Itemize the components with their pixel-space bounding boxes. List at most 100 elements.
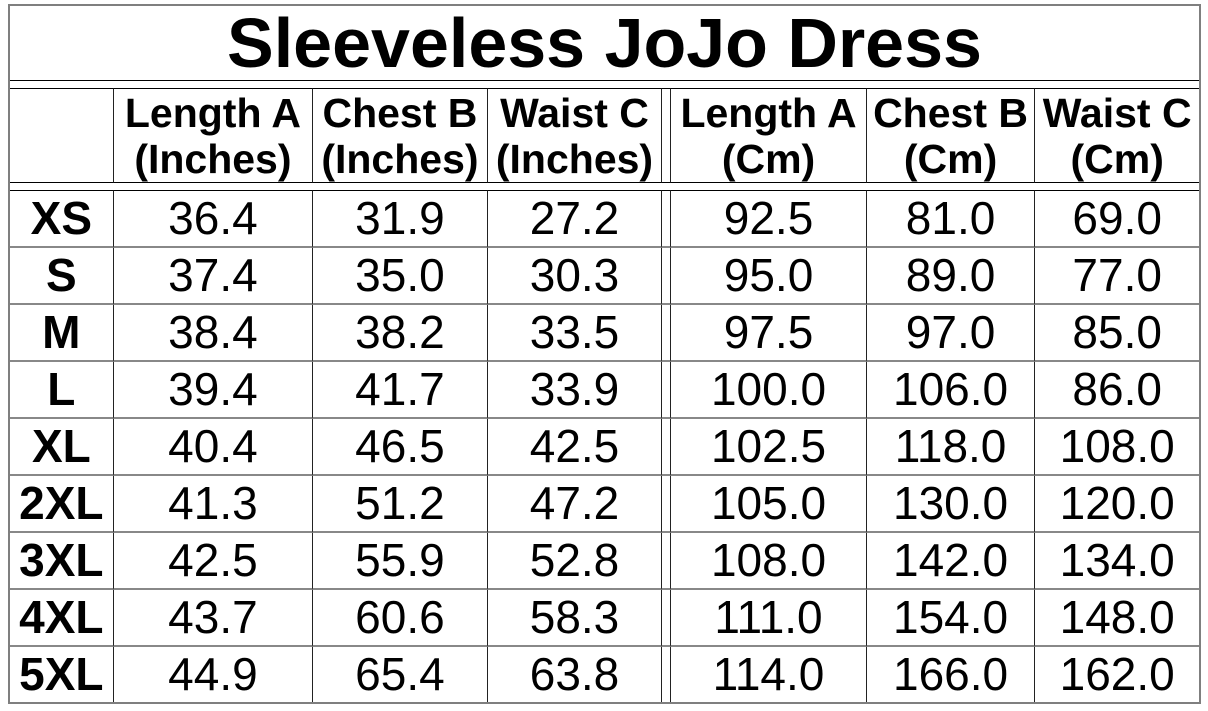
section-divider-cell xyxy=(661,419,672,476)
table-cell: 162.0 xyxy=(1059,648,1175,700)
table-cell: 60.6 xyxy=(313,590,488,647)
col-header-waist-inches: Waist C (Inches) xyxy=(487,88,662,183)
row-header-size: XS xyxy=(10,190,114,248)
table-cell: 31.9 xyxy=(313,190,488,248)
header-row: Length A (Inches) Chest B (Inches) Waist… xyxy=(10,88,1199,183)
table-cell: 47.2 xyxy=(487,476,662,533)
row-header-size: M xyxy=(10,305,114,362)
table-row: 5XL 44.9 65.4 63.8 114.0 166.0 162.0 xyxy=(10,647,1199,702)
table-row: M 38.4 38.2 33.5 97.5 97.0 85.0 xyxy=(10,305,1199,362)
col-header-length-cm: Length A (Cm) xyxy=(671,88,867,183)
row-header-size: 5XL xyxy=(10,647,114,702)
table-cell: 30.3 xyxy=(487,248,662,305)
gap-cell xyxy=(10,183,114,190)
col-header-line2: (Cm) xyxy=(721,135,816,182)
row-header-size: XL xyxy=(10,419,114,476)
table-cell: 130.0 xyxy=(866,476,1036,533)
table-cell: 36.4 xyxy=(113,190,314,248)
col-header-line1: Waist C xyxy=(1042,89,1192,136)
table-cell: 95.0 xyxy=(671,248,867,305)
table-cell: 33.9 xyxy=(487,362,662,419)
col-header-line1: Length A xyxy=(124,89,301,136)
table-cell: 111.0 xyxy=(671,590,867,647)
table-cell: 77.0 xyxy=(1035,248,1199,305)
table-row: XL 40.4 46.5 42.5 102.5 118.0 108.0 xyxy=(10,419,1199,476)
section-gap-row xyxy=(10,183,1199,190)
col-header-chest-inches: Chest B (Inches) xyxy=(313,88,488,183)
section-divider-cell xyxy=(661,190,672,248)
table-cell: 85.0 xyxy=(1035,305,1199,362)
table-cell: 134.0 xyxy=(1035,533,1199,590)
col-header-line2: (Inches) xyxy=(321,135,479,182)
row-header-size: S xyxy=(10,248,114,305)
section-divider-cell xyxy=(661,476,672,533)
table-cell: 114.0 xyxy=(671,647,867,702)
table-cell: 148.0 xyxy=(1035,590,1199,647)
chart-title: Sleeveless JoJo Dress xyxy=(10,6,1199,81)
table-cell: 105.0 xyxy=(671,476,867,533)
row-header-size: L xyxy=(10,362,114,419)
table-cell: 86.0 xyxy=(1035,362,1199,419)
table-cell: 33.5 xyxy=(487,305,662,362)
section-divider-cell xyxy=(661,362,672,419)
table-row: S 37.4 35.0 30.3 95.0 89.0 77.0 xyxy=(10,248,1199,305)
section-divider-cell xyxy=(661,305,672,362)
table-cell: 108.0 xyxy=(1035,419,1199,476)
table-cell: 55.9 xyxy=(313,533,488,590)
corner-cell xyxy=(10,88,114,183)
table-cell: 42.5 xyxy=(113,533,314,590)
row-header-size: 4XL xyxy=(10,590,114,647)
section-divider-cell xyxy=(661,590,672,647)
table-cell: 35.0 xyxy=(313,248,488,305)
table-cell: 120.0 xyxy=(1035,476,1199,533)
table-cell: 154.0 xyxy=(866,590,1036,647)
col-header-line2: (Cm) xyxy=(1070,135,1164,182)
col-header-line1: Chest B xyxy=(873,89,1028,136)
table-cell: 100.0 xyxy=(671,362,867,419)
col-header-waist-cm: Waist C (Cm) xyxy=(1035,88,1199,183)
table-cell: 46.5 xyxy=(313,419,488,476)
table-cell: 41.7 xyxy=(313,362,488,419)
col-header-line1: Waist C xyxy=(500,89,649,136)
section-divider-cell xyxy=(661,88,672,183)
section-divider-cell xyxy=(661,248,672,305)
table-cell: 38.4 xyxy=(113,305,314,362)
table-cell: 27.2 xyxy=(487,190,662,248)
col-header-line2: (Inches) xyxy=(134,135,292,182)
table-cell: 44.9 xyxy=(114,647,314,702)
gap-cell xyxy=(867,183,1036,190)
table-row: 4XL 43.7 60.6 58.3 111.0 154.0 148.0 xyxy=(10,590,1199,647)
table-cell: 81.0 xyxy=(866,190,1036,248)
size-table: Length A (Inches) Chest B (Inches) Waist… xyxy=(10,88,1199,702)
gap-cell xyxy=(661,183,671,190)
table-row: XS 36.4 31.9 27.2 92.5 81.0 69.0 xyxy=(10,190,1199,248)
table-cell: 97.0 xyxy=(866,305,1036,362)
table-cell: 97.5 xyxy=(671,305,867,362)
table-cell: 118.0 xyxy=(866,419,1036,476)
table-cell: 42.5 xyxy=(487,419,662,476)
table-row: L 39.4 41.7 33.9 100.0 106.0 86.0 xyxy=(10,362,1199,419)
col-header-line1: Chest B xyxy=(322,89,478,136)
col-header-line2: (Inches) xyxy=(495,135,654,182)
col-header-line1: Length A xyxy=(680,89,857,136)
row-header-size: 3XL xyxy=(10,533,114,590)
table-cell: 106.0 xyxy=(866,362,1036,419)
gap-cell xyxy=(488,183,662,190)
table-cell: 89.0 xyxy=(866,248,1036,305)
table-cell: 51.2 xyxy=(313,476,488,533)
table-cell: 43.7 xyxy=(113,590,314,647)
col-header-length-inches: Length A (Inches) xyxy=(113,88,314,183)
table-cell: 52.8 xyxy=(487,533,662,590)
gap-cell xyxy=(114,183,314,190)
table-cell: 108.0 xyxy=(671,533,867,590)
table-cell: 63.8 xyxy=(529,648,620,700)
table-row: 2XL 41.3 51.2 47.2 105.0 130.0 120.0 xyxy=(10,476,1199,533)
table-cell: 39.4 xyxy=(113,362,314,419)
table-cell: 40.4 xyxy=(113,419,314,476)
col-header-chest-cm: Chest B (Cm) xyxy=(866,88,1036,183)
section-divider-cell xyxy=(661,533,672,590)
table-cell: 102.5 xyxy=(671,419,867,476)
table-cell: 142.0 xyxy=(866,533,1036,590)
table-cell: 92.5 xyxy=(671,190,867,248)
table-cell: 69.0 xyxy=(1035,190,1199,248)
